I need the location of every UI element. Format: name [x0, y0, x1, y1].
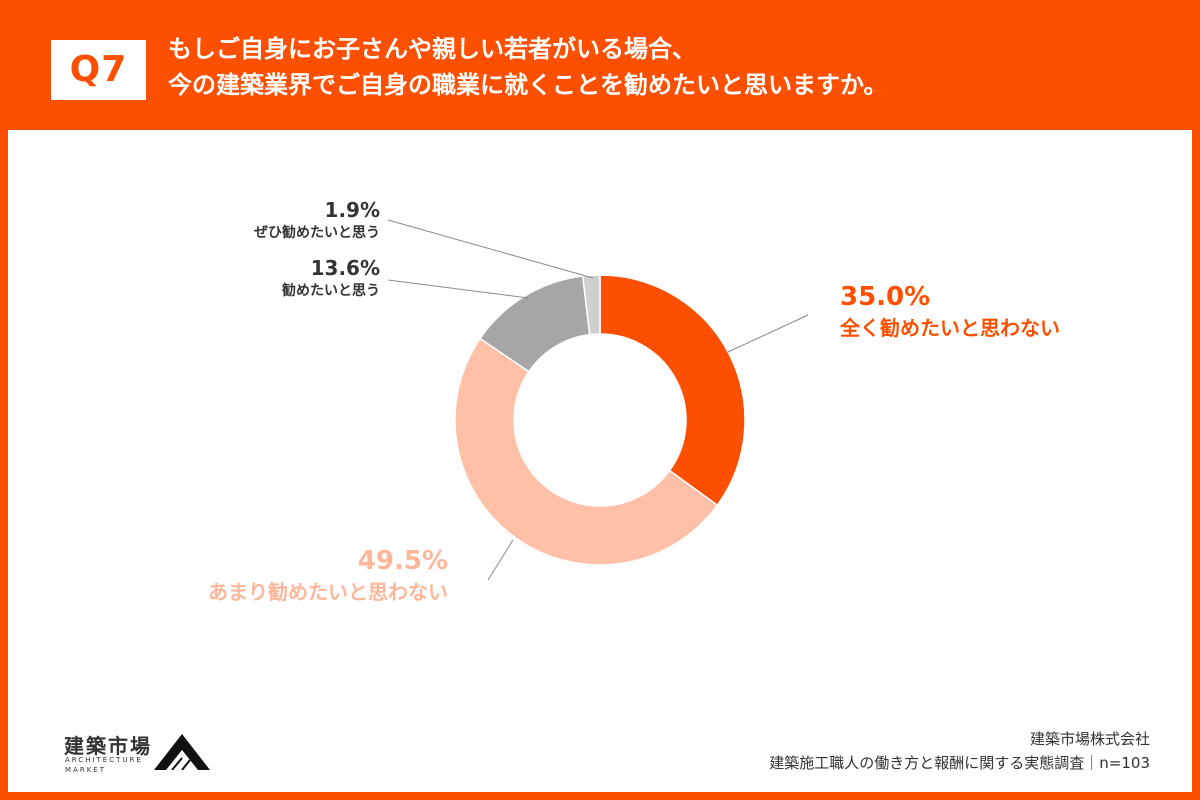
question-text-line1: もしご自身にお子さんや親しい若者がいる場合、	[168, 35, 696, 63]
footer-survey-info: 建築施工職人の働き方と報酬に関する実態調査｜n=103	[769, 754, 1150, 772]
mountain-triangle-icon	[154, 734, 210, 770]
donut-chart	[387, 219, 809, 581]
label-yes: 13.6% 勧めたいと思う	[282, 256, 380, 300]
slice-not-at-all	[599, 274, 746, 507]
category-label-yes: 勧めたいと思う	[282, 283, 380, 299]
leader-line-yes	[387, 279, 529, 299]
slice-yes-strongly	[581, 274, 601, 336]
header-bar: Q7 もしご自身にお子さんや親しい若者がいる場合、 今の建築業界でご自身の職業に…	[0, 0, 1200, 130]
category-label-not-really: あまり勧めたいと思わない	[208, 580, 448, 604]
question-text-line2: 今の建築業界でご自身の職業に就くことを勧めたいと思いますか。	[168, 71, 888, 99]
leader-line-not-really	[487, 539, 514, 581]
label-yes-strongly: 1.9% ぜひ勧めたいと思う	[254, 198, 380, 242]
leader-line-not-at-all	[727, 314, 809, 353]
logo-name-jp: 建築市場	[64, 734, 152, 758]
pct-label-yes-strongly: 1.9%	[324, 198, 380, 222]
category-label-not-at-all: 全く勧めたいと思わない	[840, 316, 1060, 340]
logo-name-en-line2: MARKET	[65, 766, 106, 774]
leader-line-yes-strongly	[387, 219, 594, 279]
question-number-badge: Q7	[51, 40, 146, 100]
slice-not-really	[454, 337, 719, 566]
label-not-at-all: 35.0% 全く勧めたいと思わない	[840, 282, 1060, 341]
pct-label-not-really: 49.5%	[357, 546, 448, 576]
chart-panel: 1.9% ぜひ勧めたいと思う 13.6% 勧めたいと思う 35.0% 全く勧めた…	[8, 130, 1192, 792]
pct-label-yes: 13.6%	[310, 256, 380, 280]
footer-company: 建築市場株式会社	[1029, 730, 1150, 748]
pct-label-not-at-all: 35.0%	[840, 282, 931, 312]
category-label-yes-strongly: ぜひ勧めたいと思う	[254, 225, 380, 241]
logo-name-en-line1: ARCHITECTURE	[65, 756, 143, 764]
label-not-really: 49.5% あまり勧めたいと思わない	[208, 546, 448, 605]
